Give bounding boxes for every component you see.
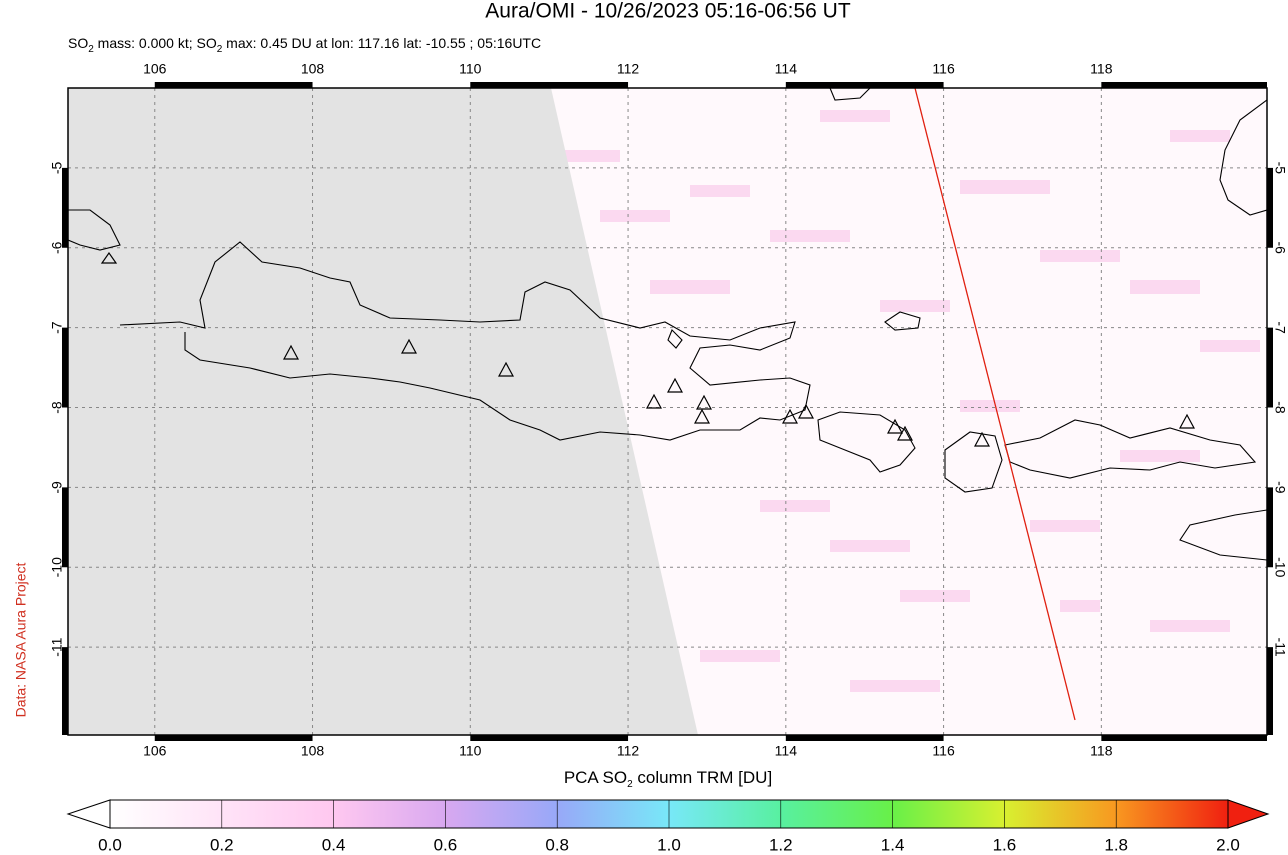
- colorbar-tick-label: 1.4: [881, 835, 905, 854]
- map-area: [68, 88, 1267, 735]
- subscript: 2: [88, 44, 94, 55]
- frame-bar: [470, 735, 629, 741]
- y-tick-label: -6: [49, 241, 65, 254]
- colorbar-label: PCA SO2 column TRM [DU]: [564, 768, 772, 790]
- map-axes: 106 106 108 108 110 110 112 112 114 114 116 116 118 1…: [49, 61, 1288, 759]
- colorbar-tick-label: 0.2: [210, 835, 234, 854]
- colorbar-over-arrow: [1227, 799, 1270, 829]
- subscript: 2: [217, 44, 223, 55]
- colorbar-tick-label: 0.6: [434, 835, 458, 854]
- x-tick-label: 108: [301, 743, 325, 759]
- text-part: mass: 0.000 kt; SO: [94, 35, 217, 51]
- x-tick-label: 114: [775, 743, 798, 759]
- x-tick-label: 106: [143, 743, 167, 759]
- frame-bar: [62, 167, 68, 248]
- frame-bar: [62, 487, 68, 568]
- frame-bar: [1267, 487, 1273, 568]
- x-tick-label: 112: [617, 61, 640, 77]
- y-tick-label: -9: [1272, 481, 1288, 494]
- text-part: PCA SO: [564, 768, 627, 787]
- y-tick-label: -11: [49, 637, 65, 656]
- text-part: column TRM [DU]: [633, 768, 773, 787]
- y-tick-label: -11: [1272, 638, 1288, 657]
- frame-bar: [785, 735, 944, 741]
- volcanoes: [100, 251, 1196, 447]
- frame-bar: [1267, 647, 1273, 735]
- x-tick-label: 112: [617, 743, 640, 759]
- subtitle: SO2 mass: 0.000 kt; SO2 max: 0.45 DU at …: [68, 35, 541, 55]
- y-tick-label: -5: [49, 161, 65, 174]
- colorbar-tick-label: 1.0: [657, 835, 681, 854]
- subscript: 2: [627, 779, 633, 790]
- colorbar-tick-label: 0.8: [545, 835, 569, 854]
- y-tick-label: -10: [1272, 557, 1288, 577]
- frame-bar: [62, 647, 68, 735]
- colorbar-under-arrow: [66, 799, 111, 829]
- colorbar-tick-label: 0.0: [98, 835, 122, 854]
- frame-bar: [1267, 167, 1273, 248]
- y-tick-label: -6: [1272, 242, 1288, 255]
- x-tick-label: 110: [459, 743, 482, 759]
- colorbar-tick-label: 1.6: [993, 835, 1017, 854]
- coastlines: [68, 88, 1267, 561]
- x-tick-label: 118: [1090, 743, 1113, 759]
- x-tick-label: 116: [932, 743, 955, 759]
- grid: [68, 88, 1267, 735]
- colorbar-tick-label: 0.4: [322, 835, 346, 854]
- frame-bar: [470, 82, 629, 88]
- x-tick-label: 110: [459, 61, 482, 77]
- title: Aura/OMI - 10/26/2023 05:16-06:56 UT: [485, 0, 851, 23]
- so2-swaths: [560, 110, 1260, 692]
- x-tick-label: 114: [775, 61, 798, 77]
- x-tick-label: 116: [932, 61, 955, 77]
- no-data-region: [68, 88, 698, 735]
- y-tick-label: -8: [49, 401, 65, 414]
- frame-bar: [1101, 82, 1267, 88]
- map-frame: [67, 87, 1268, 736]
- x-tick-label: 108: [301, 61, 325, 77]
- text-part: max: 0.45 DU at lon: 117.16 lat: -10.55 …: [222, 35, 541, 51]
- credit: Data: NASA Aura Project: [13, 562, 29, 717]
- x-tick-label: 118: [1090, 61, 1113, 77]
- colorbar: PCA SO2 column TRM [DU] 0.0 0.2 0.4 0.6 0.8 1…: [66, 768, 1270, 854]
- y-tick-label: -7: [49, 321, 65, 334]
- colorbar-tick-label: 1.2: [769, 835, 793, 854]
- x-tick-label: 106: [143, 61, 167, 77]
- frame-bar: [62, 327, 68, 408]
- frame-bar: [154, 82, 313, 88]
- frame-bar: [1101, 735, 1267, 741]
- colorbar-tick-label: 2.0: [1216, 835, 1240, 854]
- frame-bar: [785, 82, 944, 88]
- y-tick-label: -9: [49, 481, 65, 494]
- colorbar-tick-label: 1.8: [1104, 835, 1128, 854]
- frame-bar: [1267, 327, 1273, 408]
- y-tick-label: -8: [1272, 401, 1288, 414]
- orbit-track: [914, 88, 1076, 721]
- y-tick-label: -5: [1272, 162, 1288, 175]
- y-tick-label: -7: [1272, 321, 1288, 334]
- frame-bar: [154, 735, 313, 741]
- y-tick-label: -10: [49, 557, 65, 577]
- text-part: SO: [68, 35, 88, 51]
